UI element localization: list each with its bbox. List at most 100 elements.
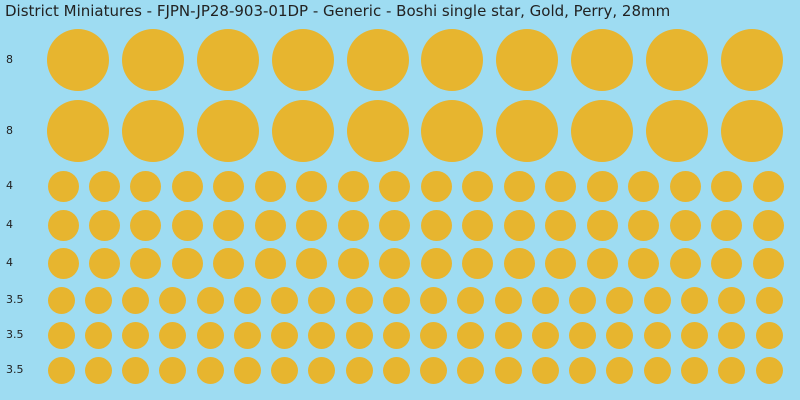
star-decal-dot — [271, 100, 334, 162]
star-decal-dot — [721, 29, 783, 91]
star-decal-dot — [196, 29, 259, 91]
star-decal-dot — [233, 286, 261, 314]
star-decal-dot — [159, 321, 187, 349]
star-decal-dot — [47, 100, 109, 162]
star-decal-dot — [545, 170, 577, 202]
star-decal-dot — [669, 247, 701, 279]
star-decal-dot — [296, 209, 328, 241]
star-decal-dot — [494, 286, 522, 314]
star-decal-dot — [271, 356, 299, 384]
star-decal-dot — [88, 170, 120, 202]
star-decal-dot — [569, 356, 597, 384]
star-decal-dot — [643, 356, 671, 384]
star-decal-dot — [121, 100, 184, 162]
star-decal-dot — [721, 100, 783, 162]
star-decal-dot — [606, 286, 634, 314]
star-decal-dot — [752, 209, 784, 241]
star-decal-dot — [159, 286, 187, 314]
star-decal-dot — [531, 286, 559, 314]
star-decal-dot — [628, 247, 660, 279]
star-decal-dot — [47, 286, 75, 314]
star-decal-dot — [47, 209, 79, 241]
star-decal-dot — [171, 247, 203, 279]
star-decal-dot — [420, 286, 448, 314]
star-decal-dot — [171, 209, 203, 241]
star-decal-dot — [545, 209, 577, 241]
star-decal-dot — [643, 286, 671, 314]
star-decal-dot — [586, 170, 618, 202]
row-size-label: 3.5 — [6, 363, 24, 376]
star-decal-dot — [345, 286, 373, 314]
star-decal-dot — [196, 356, 224, 384]
star-decal-dot — [379, 170, 411, 202]
star-decal-dot — [606, 321, 634, 349]
star-decal-dot — [457, 286, 485, 314]
star-decal-dot — [496, 29, 559, 91]
star-decal-dot — [130, 247, 162, 279]
star-decal-dot — [421, 29, 484, 91]
star-decal-dot — [755, 286, 783, 314]
star-decal-dot — [254, 247, 286, 279]
star-decal-dot — [457, 356, 485, 384]
star-decal-dot — [213, 209, 245, 241]
star-decal-dot — [711, 247, 743, 279]
row-size-label: 4 — [6, 218, 13, 231]
star-decal-dot — [337, 170, 369, 202]
star-decal-dot — [586, 247, 618, 279]
star-decal-dot — [271, 29, 334, 91]
star-decal-dot — [755, 321, 783, 349]
star-decal-dot — [296, 247, 328, 279]
star-decal-dot — [308, 356, 336, 384]
star-decal-dot — [379, 209, 411, 241]
star-decal-dot — [503, 209, 535, 241]
star-decal-dot — [130, 170, 162, 202]
star-decal-dot — [88, 247, 120, 279]
star-decal-dot — [569, 286, 597, 314]
star-decal-dot — [296, 170, 328, 202]
star-decal-dot — [337, 247, 369, 279]
sheet-title: District Miniatures - FJPN-JP28-903-01DP… — [5, 2, 671, 20]
star-decal-dot — [718, 321, 746, 349]
star-decal-dot — [47, 29, 109, 91]
star-decal-dot — [47, 170, 79, 202]
star-decal-dot — [462, 170, 494, 202]
star-decal-dot — [84, 356, 112, 384]
row-size-label: 4 — [6, 179, 13, 192]
star-decal-dot — [531, 356, 559, 384]
star-decal-dot — [121, 29, 184, 91]
star-decal-dot — [233, 356, 261, 384]
star-decal-dot — [196, 100, 259, 162]
star-decal-dot — [47, 321, 75, 349]
star-decal-dot — [752, 170, 784, 202]
star-decal-dot — [254, 170, 286, 202]
star-decal-dot — [345, 321, 373, 349]
star-decal-dot — [494, 356, 522, 384]
star-decal-dot — [84, 321, 112, 349]
star-decal-dot — [379, 247, 411, 279]
row-size-label: 8 — [6, 124, 13, 137]
star-decal-dot — [308, 321, 336, 349]
star-decal-dot — [213, 247, 245, 279]
star-decal-dot — [711, 170, 743, 202]
row-size-label: 3.5 — [6, 293, 24, 306]
star-decal-dot — [669, 170, 701, 202]
star-decal-dot — [457, 321, 485, 349]
star-decal-dot — [382, 286, 410, 314]
star-decal-dot — [420, 209, 452, 241]
star-decal-dot — [159, 356, 187, 384]
star-decal-dot — [503, 170, 535, 202]
row-size-label: 3.5 — [6, 328, 24, 341]
star-decal-dot — [233, 321, 261, 349]
star-decal-dot — [196, 286, 224, 314]
star-decal-dot — [196, 321, 224, 349]
star-decal-dot — [271, 286, 299, 314]
star-decal-dot — [643, 321, 671, 349]
star-decal-dot — [571, 29, 634, 91]
star-decal-dot — [271, 321, 299, 349]
star-decal-dot — [646, 29, 709, 91]
star-decal-dot — [47, 356, 75, 384]
star-decal-dot — [346, 29, 409, 91]
star-decal-dot — [346, 100, 409, 162]
star-decal-dot — [628, 170, 660, 202]
star-decal-dot — [84, 286, 112, 314]
